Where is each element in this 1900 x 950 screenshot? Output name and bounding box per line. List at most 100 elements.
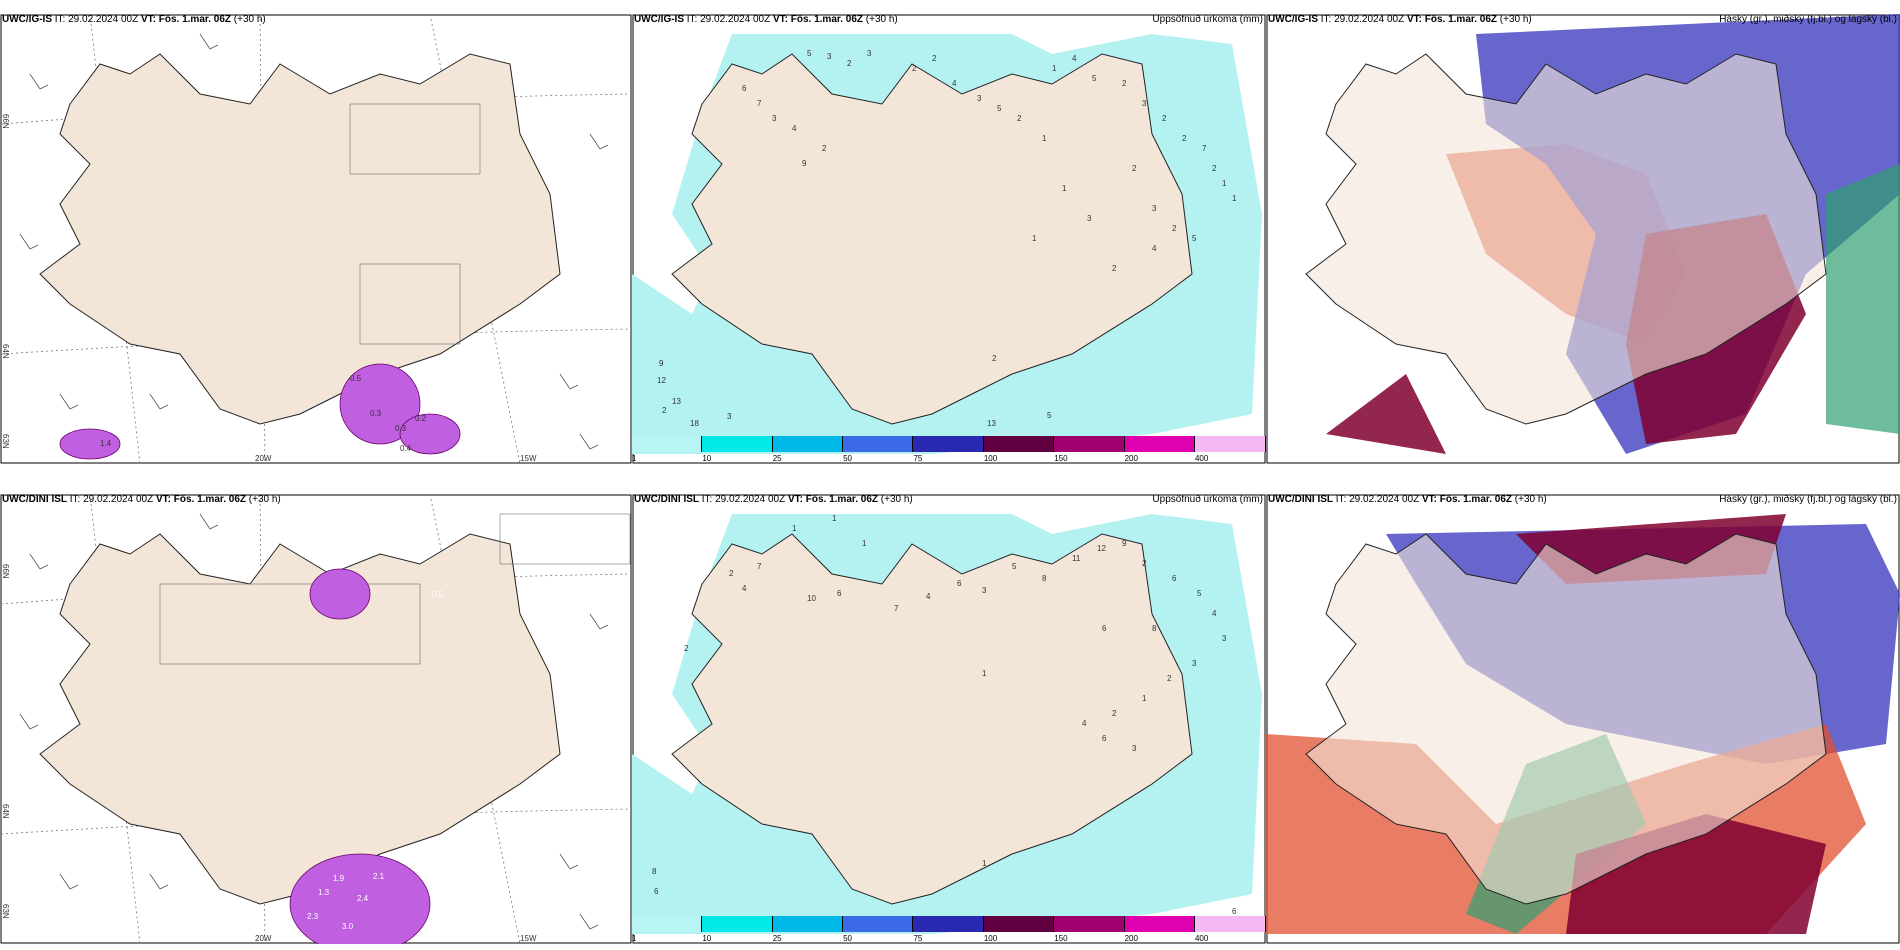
colorbar-swatch: [1054, 436, 1125, 452]
colorbar-tick: 10: [702, 934, 712, 943]
precip-map-bottom: UWC/DINI ISL IT: 29.02.2024 00Z VT: Fös.…: [632, 494, 1266, 944]
precip-value: 9: [802, 159, 807, 168]
precip-value: 3: [867, 49, 872, 58]
colorbar-swatch: [913, 436, 984, 452]
precip-value: 4: [1212, 609, 1217, 618]
precip-value: 13: [987, 419, 996, 428]
precip-value: 3: [1087, 214, 1092, 223]
colorbar-tick: 75: [913, 454, 923, 463]
precip-value: 6: [742, 84, 747, 93]
lon-label-15w: 15W: [520, 934, 537, 943]
precip-value: 2: [729, 569, 734, 578]
snow-patches: [289, 568, 431, 944]
iceland-land: [39, 53, 561, 425]
colorbar-swatch: [983, 436, 1055, 452]
map-canvas: [632, 14, 1266, 464]
colorbar-tick: 25: [772, 934, 782, 943]
panel-title: UWC/IG-IS IT: 29.02.2024 00Z VT: Fös. 1.…: [1268, 14, 1532, 25]
precip-value: 2: [847, 59, 852, 68]
precip-value: 1: [862, 539, 867, 548]
precip-value: 2: [1162, 114, 1167, 123]
lon-label-15w: 15W: [520, 454, 537, 463]
snow-value: 0.3: [370, 409, 382, 418]
colorbar-tick: 100: [983, 934, 998, 943]
precip-value: 3: [1152, 204, 1157, 213]
precip-value: 3: [727, 412, 732, 421]
precip-value: 4: [742, 584, 747, 593]
iceland-land: [671, 53, 1193, 425]
snow-value: 1.4: [100, 439, 112, 448]
precip-value: 3: [772, 114, 777, 123]
precip-value: 1: [1052, 64, 1057, 73]
precip-value: 1: [1142, 694, 1147, 703]
colorbar-swatch: [983, 916, 1055, 932]
precip-value: 5: [1047, 411, 1052, 420]
precip-value: 2: [1172, 224, 1177, 233]
lat-label-63: 63N: [1, 434, 10, 449]
precip-value: 6: [654, 887, 659, 896]
precip-value: 4: [792, 124, 797, 133]
precip-value: 1: [1222, 179, 1227, 188]
precip-value: 4: [952, 79, 957, 88]
precip-value: 1: [1062, 184, 1067, 193]
iceland-land: [1305, 533, 1827, 905]
precip-map-top: UWC/IG-IS IT: 29.02.2024 00Z VT: Fös. 1.…: [632, 14, 1266, 464]
snow-value: 2.1: [373, 872, 385, 881]
iceland-land: [1305, 53, 1827, 425]
precip-value: 2: [992, 354, 997, 363]
precip-value: 12: [657, 376, 666, 385]
lat-label-64: 64N: [1, 344, 10, 359]
precip-value: 7: [1202, 144, 1207, 153]
precip-value: 6: [1232, 907, 1237, 916]
colorbar-tick: 400: [1194, 454, 1209, 463]
precip-value: 1: [832, 514, 837, 523]
precip-value: 3: [1222, 634, 1227, 643]
colorbar-tick: 400: [1194, 934, 1209, 943]
precip-value: 5: [1012, 562, 1017, 571]
colorbar: 1 10 25 50 75 100 150 200 400: [632, 436, 1266, 464]
wind-snow-map-bottom: UWC/DINI ISL IT: 29.02.2024 00Z VT: Fös.…: [0, 494, 632, 944]
precip-value: 8: [1152, 624, 1157, 633]
cloud-map-top: UWC/IG-IS IT: 29.02.2024 00Z VT: Fös. 1.…: [1266, 14, 1900, 464]
lat-label-64: 64N: [1, 804, 10, 819]
precip-value: 7: [894, 604, 899, 613]
colorbar-tick: 1: [632, 934, 637, 943]
colorbar: 1 10 25 50 75 100 150 200 400: [632, 916, 1266, 944]
colorbar-swatch: [1124, 436, 1195, 452]
precip-value: 11: [1072, 554, 1081, 563]
lat-label-63: 63N: [1, 904, 10, 919]
precip-value: 6: [1172, 574, 1177, 583]
iceland-land: [671, 533, 1193, 905]
precip-value: 1: [982, 669, 987, 678]
precip-value: 5: [997, 104, 1002, 113]
precip-value: 5: [807, 49, 812, 58]
dark-cloud-area: [1326, 374, 1446, 454]
colorbar-tick: 150: [1054, 454, 1068, 463]
snow-value: 0.3: [395, 424, 407, 433]
colorbar-tick: 150: [1054, 934, 1068, 943]
panel-title: UWC/DINI ISL IT: 29.02.2024 00Z VT: Fös.…: [1268, 494, 1547, 505]
snow-value: 1.3: [318, 888, 330, 897]
precip-value: 6: [1102, 734, 1107, 743]
wind-barbs: [19, 513, 609, 930]
panel-subtitle: Háský (gr.), miðský (fj.bl.) og lágský (…: [1719, 494, 1897, 505]
precip-value: 3: [1132, 744, 1137, 753]
precip-value: 2: [1212, 164, 1217, 173]
colorbar-tick: 25: [772, 454, 782, 463]
precip-value: 2: [1112, 264, 1117, 273]
snow-value: 3.0: [342, 922, 354, 931]
precip-value: 8: [1042, 574, 1047, 583]
lat-label-66: 66N: [1, 114, 10, 129]
snow-value: 2.4: [357, 894, 369, 903]
panel-title: UWC/IG-IS IT: 29.02.2024 00Z VT: Fös. 1.…: [634, 14, 898, 25]
panel-subtitle: Uppsöfnuð úrkoma (mm): [1152, 14, 1263, 25]
precip-value: 6: [957, 579, 962, 588]
precip-value: 9: [1122, 539, 1127, 548]
precip-value: 3: [1192, 659, 1197, 668]
cloud-map-bottom: UWC/DINI ISL IT: 29.02.2024 00Z VT: Fös.…: [1266, 494, 1900, 944]
precip-value: 2: [1122, 79, 1127, 88]
precip-value: 1: [792, 524, 797, 533]
colorbar-swatch: [702, 436, 773, 452]
precip-value: 1: [1042, 134, 1047, 143]
colorbar-swatch: [843, 916, 914, 932]
